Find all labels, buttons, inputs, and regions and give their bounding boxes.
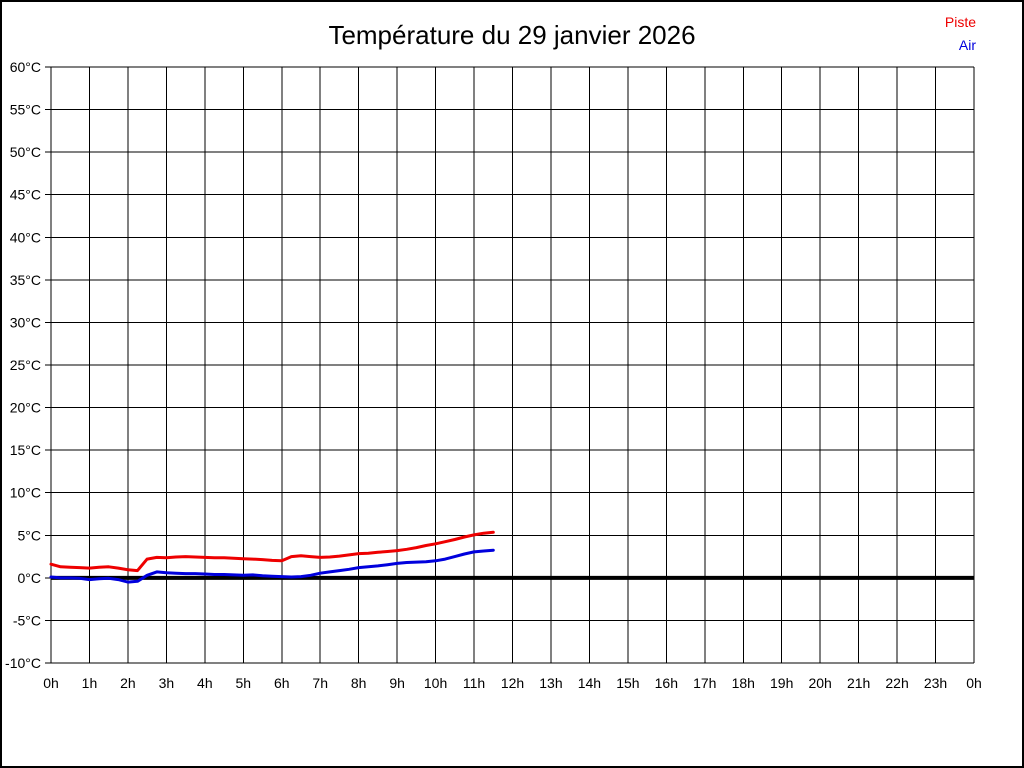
x-axis-tick-label: 7h bbox=[312, 675, 328, 691]
x-axis-tick-label: 13h bbox=[539, 675, 562, 691]
x-axis-tick-label: 12h bbox=[501, 675, 524, 691]
x-axis-tick-label: 1h bbox=[82, 675, 98, 691]
y-axis-tick-label: 35°C bbox=[10, 272, 41, 288]
y-axis-tick-label: 55°C bbox=[10, 102, 41, 118]
y-axis-tick-label: 50°C bbox=[10, 144, 41, 160]
x-axis-tick-label: 0h bbox=[966, 675, 982, 691]
y-axis-tick-label: 45°C bbox=[10, 187, 41, 203]
x-axis-tick-label: 0h bbox=[43, 675, 59, 691]
x-axis-tick-label: 9h bbox=[389, 675, 405, 691]
x-axis-tick-label: 16h bbox=[655, 675, 678, 691]
x-axis-tick-label: 5h bbox=[236, 675, 252, 691]
x-axis-tick-label: 4h bbox=[197, 675, 213, 691]
x-axis-tick-label: 10h bbox=[424, 675, 447, 691]
y-axis-tick-label: 60°C bbox=[10, 59, 41, 75]
y-axis-tick-label: 0°C bbox=[18, 570, 42, 586]
x-axis-tick-label: 11h bbox=[463, 675, 485, 691]
chart-title: Température du 29 janvier 2026 bbox=[328, 20, 696, 50]
chart-legend: Piste Air bbox=[945, 11, 976, 57]
y-axis-tick-label: 10°C bbox=[10, 485, 41, 501]
y-axis-tick-label: 15°C bbox=[10, 442, 41, 458]
y-axis-tick-label: -5°C bbox=[13, 612, 41, 628]
x-axis-tick-label: 15h bbox=[616, 675, 639, 691]
y-axis-tick-label: 30°C bbox=[10, 314, 41, 330]
x-axis-tick-label: 23h bbox=[924, 675, 947, 691]
legend-item-piste: Piste bbox=[944, 14, 976, 30]
x-axis-tick-label: 2h bbox=[120, 675, 136, 691]
y-axis-tick-label: 20°C bbox=[10, 400, 41, 416]
x-axis-tick-label: 14h bbox=[578, 675, 601, 691]
x-axis-tick-label: 6h bbox=[274, 675, 290, 691]
x-axis-tick-label: 18h bbox=[732, 675, 755, 691]
y-axis-tick-label: -10°C bbox=[5, 655, 41, 671]
x-axis-tick-label: 21h bbox=[847, 675, 870, 691]
x-axis-tick-label: 20h bbox=[808, 675, 831, 691]
x-axis-tick-label: 3h bbox=[159, 675, 175, 691]
x-axis-tick-label: 8h bbox=[351, 675, 367, 691]
x-axis-tick-label: 17h bbox=[693, 675, 716, 691]
series-piste-line bbox=[49, 530, 495, 573]
x-axis-tick-label: 19h bbox=[770, 675, 793, 691]
y-axis-tick-label: 40°C bbox=[10, 229, 41, 245]
series-air-line bbox=[49, 548, 495, 584]
y-axis-tick-label: 25°C bbox=[10, 357, 41, 373]
x-axis-tick-label: 22h bbox=[885, 675, 908, 691]
y-axis-tick-label: 5°C bbox=[18, 527, 42, 543]
legend-item-air: Air bbox=[958, 37, 976, 53]
